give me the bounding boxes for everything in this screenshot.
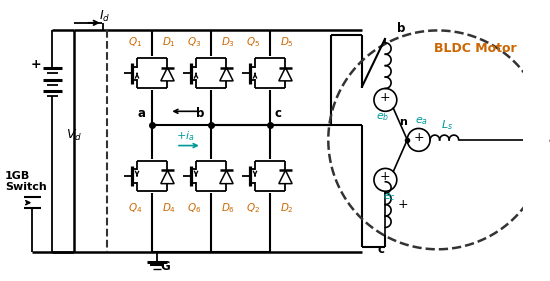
Text: G: G [161,260,170,273]
Text: $D_3$: $D_3$ [221,35,235,49]
Text: c: c [275,107,282,120]
Text: $Q_1$: $Q_1$ [128,35,142,49]
Text: $D_2$: $D_2$ [280,201,294,215]
Text: 1GB: 1GB [5,171,30,181]
Text: Switch: Switch [5,182,47,192]
Text: $Q_2$: $Q_2$ [246,201,260,215]
Text: +: + [380,90,390,103]
Text: BLDC Motor: BLDC Motor [434,42,517,55]
Text: a: a [138,107,146,120]
Text: $L_s$: $L_s$ [441,119,453,132]
Text: +: + [397,198,408,211]
Text: +: + [380,171,390,183]
Text: $V_d$: $V_d$ [65,128,82,143]
Text: b: b [397,22,405,35]
Text: $Q_5$: $Q_5$ [246,35,260,49]
Text: $D_6$: $D_6$ [221,201,235,215]
Text: $D_5$: $D_5$ [280,35,294,49]
Text: +: + [31,58,41,71]
Text: b: b [196,107,205,120]
Text: $Q_3$: $Q_3$ [187,35,201,49]
Text: $e_c$: $e_c$ [383,191,395,203]
Text: a: a [548,133,550,146]
Text: c: c [377,243,384,256]
Text: $I_d$: $I_d$ [99,9,110,24]
Text: $Q_4$: $Q_4$ [128,201,142,215]
Text: n: n [399,117,408,126]
Text: $D_1$: $D_1$ [162,35,177,49]
Text: $e_b$: $e_b$ [376,111,389,123]
Text: +: + [414,130,424,144]
Text: $+i_a$: $+i_a$ [176,129,195,143]
Text: $D_4$: $D_4$ [162,201,177,215]
Text: $e_a$: $e_a$ [415,116,428,128]
Text: $Q_6$: $Q_6$ [187,201,201,215]
